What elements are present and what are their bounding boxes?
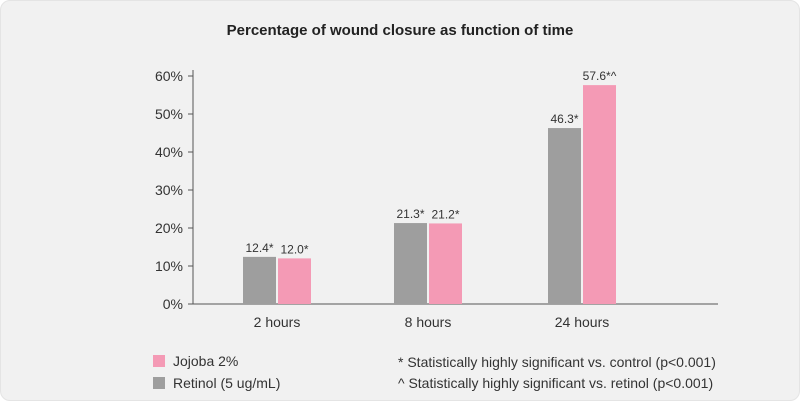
note-vs-retinol: ^ Statistically highly significant vs. r…	[398, 375, 714, 391]
x-tick-label: 24 hours	[555, 314, 609, 330]
x-tick-label: 8 hours	[405, 314, 452, 330]
legend-label-jojoba: Jojoba 2%	[173, 353, 239, 369]
y-tick-label: 10%	[155, 258, 183, 274]
bar-retinol	[394, 223, 427, 304]
note-vs-control: * Statistically highly significant vs. c…	[398, 354, 716, 370]
data-label: 46.3*	[550, 112, 578, 126]
y-tick-label: 50%	[155, 106, 183, 122]
y-tick-label: 20%	[155, 220, 183, 236]
legend-swatch-retinol	[153, 377, 165, 389]
legend-label-retinol: Retinol (5 ug/mL)	[173, 375, 281, 391]
x-tick-label: 2 hours	[254, 314, 301, 330]
bar-jojoba	[278, 258, 311, 304]
chart-title: Percentage of wound closure as function …	[226, 22, 574, 39]
data-label: 21.2*	[431, 207, 459, 221]
bar-retinol	[243, 256, 276, 304]
bar-jojoba	[583, 85, 616, 305]
legend-swatch-jojoba	[153, 355, 165, 367]
legend: Jojoba 2% Retinol (5 ug/mL)	[153, 350, 280, 394]
data-label: 12.0*	[280, 242, 308, 256]
bar-retinol	[548, 128, 581, 304]
legend-item-jojoba: Jojoba 2%	[153, 350, 280, 372]
y-tick-label: 40%	[155, 144, 183, 160]
data-label: 12.4*	[245, 241, 273, 255]
legend-item-retinol: Retinol (5 ug/mL)	[153, 372, 280, 394]
y-tick-label: 0%	[163, 296, 183, 312]
bar-jojoba	[429, 223, 462, 304]
y-tick-label: 30%	[155, 182, 183, 198]
data-label: 57.6*^	[583, 69, 617, 83]
significance-notes: * Statistically highly significant vs. c…	[398, 352, 716, 394]
y-tick-label: 60%	[155, 68, 183, 84]
data-label: 21.3*	[396, 207, 424, 221]
